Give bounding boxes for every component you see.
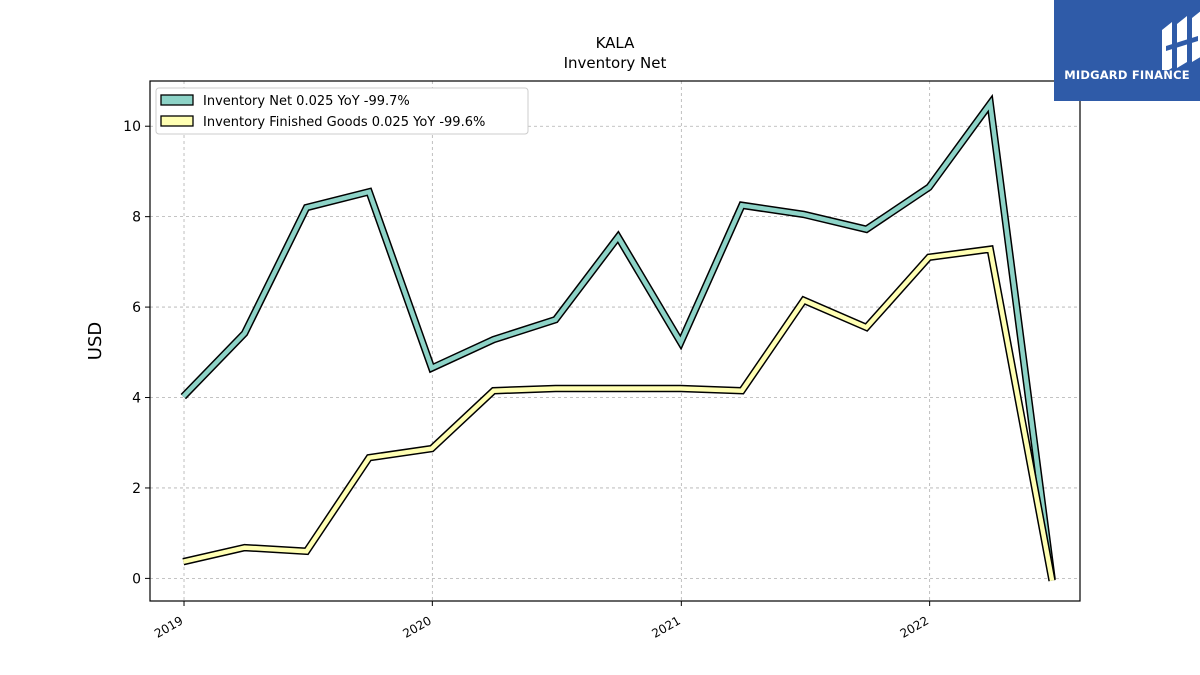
logo-text: MIDGARD FINANCE [1064, 68, 1190, 82]
x-tick-label: 2022 [898, 613, 931, 640]
midgard-finance-logo: MIDGARD FINANCE [1054, 0, 1200, 101]
y-tick-label: 10 [123, 119, 141, 135]
chart-title: KALA [596, 34, 636, 52]
logo-mark-icon [1162, 11, 1200, 70]
y-tick-label: 4 [132, 391, 141, 407]
legend-swatch [160, 115, 194, 127]
x-tick-label: 2021 [649, 613, 682, 640]
series-lines [180, 93, 1056, 582]
series-line [182, 246, 1055, 582]
legend-swatch [160, 94, 194, 106]
y-tick-label: 6 [132, 300, 141, 316]
x-tick-label: 2019 [152, 613, 185, 640]
chart-subtitle: Inventory Net [564, 54, 667, 72]
grid-lines [150, 81, 1080, 601]
legend-label: Inventory Finished Goods 0.025 YoY -99.6… [203, 115, 485, 130]
legend: Inventory Net 0.025 YoY -99.7% Inventory … [155, 87, 529, 135]
legend-box [155, 87, 529, 135]
plot-frame [149, 80, 1081, 602]
x-tick-label: 2020 [400, 613, 433, 640]
series-outline [180, 93, 1056, 580]
y-axis: 0 2 4 6 8 10 [123, 119, 150, 587]
y-tick-label: 2 [132, 481, 141, 497]
x-axis: 2019 2020 2021 2022 [152, 601, 931, 641]
series-line [181, 97, 1055, 580]
series-outline [182, 245, 1056, 582]
legend-label: Inventory Net 0.025 YoY -99.7% [203, 94, 410, 109]
y-axis-label: USD [85, 322, 106, 360]
y-tick-label: 8 [132, 210, 141, 226]
y-tick-label: 0 [132, 571, 141, 587]
